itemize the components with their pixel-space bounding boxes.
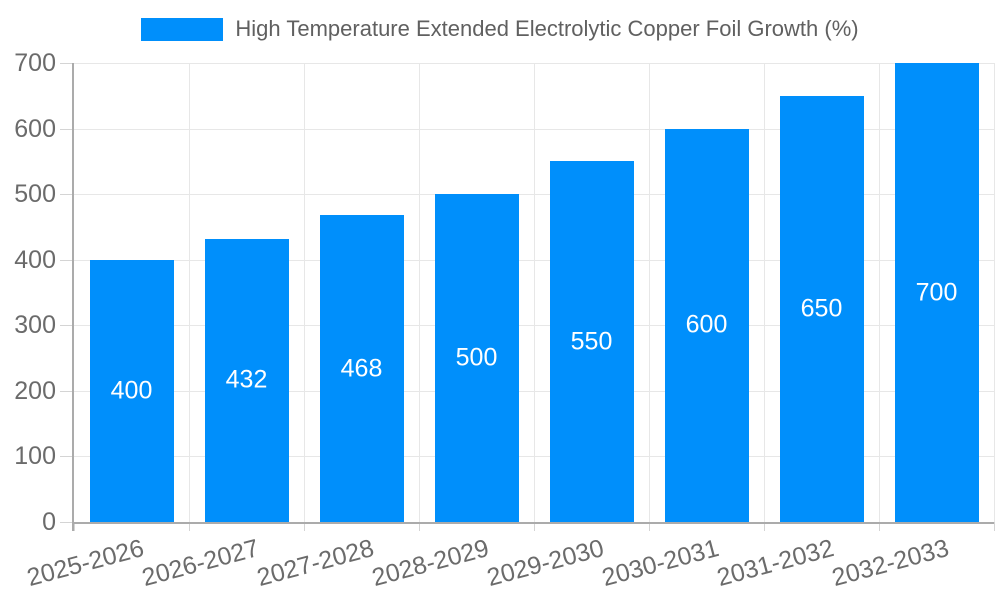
y-axis-tick (60, 325, 74, 327)
x-axis-tick (649, 522, 650, 531)
grid-line-vertical (994, 63, 995, 522)
x-axis-tick-label: 2031-2032 (714, 534, 837, 592)
bar-value-label: 468 (340, 354, 383, 383)
y-axis-tick-label: 300 (14, 311, 56, 340)
x-axis-tick (189, 522, 190, 531)
grid-line-vertical (189, 63, 190, 522)
grid-line-vertical (649, 63, 650, 522)
x-axis-tick-label: 2025-2026 (24, 534, 147, 592)
grid-line-vertical (304, 63, 305, 522)
y-axis-tick-label: 200 (14, 376, 56, 405)
x-axis-tick (534, 522, 535, 531)
y-axis-tick (60, 194, 74, 196)
y-axis-tick (60, 259, 74, 261)
bar[interactable]: 550 (549, 161, 634, 522)
x-axis-tick (74, 522, 75, 531)
chart-title: High Temperature Extended Electrolytic C… (235, 16, 859, 41)
x-axis-line (72, 522, 994, 524)
x-axis-tick (764, 522, 765, 531)
y-axis-tick-label: 400 (14, 245, 56, 274)
x-axis-tick-label: 2032-2033 (829, 534, 952, 592)
bar[interactable]: 500 (434, 194, 519, 522)
bar[interactable]: 400 (89, 259, 174, 522)
x-axis-tick-label: 2029-2030 (484, 534, 607, 592)
x-axis-tick-label: 2026-2027 (139, 534, 262, 592)
x-axis-tick-label: 2027-2028 (254, 534, 377, 592)
legend-swatch (141, 17, 224, 41)
grid-line-vertical (534, 63, 535, 522)
bar[interactable]: 432 (204, 238, 289, 522)
grid-line-vertical (764, 63, 765, 522)
y-axis-tick-label: 600 (14, 114, 56, 143)
x-axis-tick (304, 522, 305, 531)
bar-value-label: 500 (455, 343, 498, 372)
legend[interactable]: High Temperature Extended Electrolytic C… (0, 16, 1000, 42)
bar-value-label: 550 (570, 327, 613, 356)
y-axis-tick-label: 100 (14, 442, 56, 471)
x-axis-tick-label: 2028-2029 (369, 534, 492, 592)
x-axis-tick-label: 2030-2031 (599, 534, 722, 592)
bar-value-label: 400 (110, 376, 153, 405)
y-axis-tick-label: 0 (42, 508, 56, 536)
bar-value-label: 432 (225, 365, 268, 394)
bar[interactable]: 600 (664, 128, 749, 522)
x-axis-tick (419, 522, 420, 531)
x-axis-tick (994, 522, 995, 531)
grid-line-vertical (879, 63, 880, 522)
grid-line-vertical (419, 63, 420, 522)
y-axis-line (72, 63, 74, 531)
bar-value-label: 700 (915, 278, 958, 306)
bar-value-label: 600 (685, 310, 728, 339)
bar[interactable]: 468 (319, 215, 404, 522)
x-axis-tick (879, 522, 880, 531)
y-axis-tick (60, 522, 74, 523)
y-axis-tick (60, 128, 74, 130)
bar[interactable]: 650 (779, 95, 864, 522)
bar[interactable]: 700 (894, 63, 979, 522)
y-axis-tick-label: 500 (14, 180, 56, 209)
y-axis-tick (60, 390, 74, 392)
bar-value-label: 650 (800, 294, 843, 323)
y-axis-tick (60, 456, 74, 458)
y-axis-tick-label: 700 (14, 49, 56, 77)
y-axis-tick (60, 63, 74, 64)
